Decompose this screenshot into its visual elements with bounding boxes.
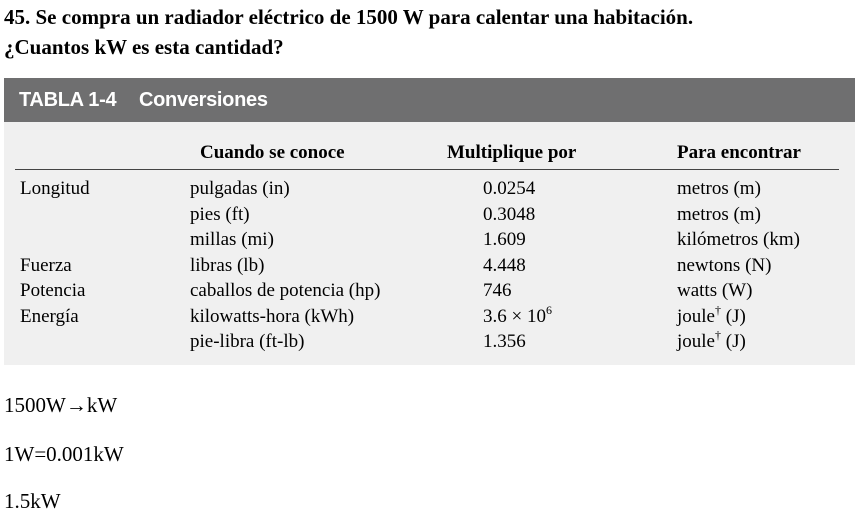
answer-result: 1.5kW bbox=[4, 489, 61, 513]
table-row: Longitud pulgadas (in) 0.0254 metros (m) bbox=[4, 176, 855, 202]
factor-base: 3.6 × 10 bbox=[483, 305, 546, 327]
column-header-known: Cuando se conoce bbox=[200, 142, 345, 163]
table-row: pie-libra (ft-lb) 1.356 joule† (J) bbox=[4, 329, 855, 355]
factor-exponent: 6 bbox=[545, 302, 552, 317]
row-factor: 1.609 bbox=[483, 229, 526, 250]
row-category: Longitud bbox=[20, 178, 90, 199]
row-category: Fuerza bbox=[20, 254, 72, 276]
row-factor: 3.6 × 106 bbox=[483, 304, 552, 330]
row-known-unit: pie-libra (ft-lb) bbox=[190, 331, 305, 352]
row-find-unit: newtons (N) bbox=[677, 254, 772, 276]
footnote-mark: † bbox=[715, 302, 721, 317]
column-header-factor: Multiplique por bbox=[447, 142, 577, 163]
row-find-unit: kilómetros (km) bbox=[677, 229, 800, 250]
row-find-unit: metros (m) bbox=[677, 178, 761, 199]
row-category: Energía bbox=[20, 305, 79, 327]
table-header-bar: TABLA 1-4 Conversiones bbox=[4, 78, 855, 122]
table-row: Energía kilowatts-hora (kWh) 3.6 × 106 j… bbox=[4, 304, 855, 330]
row-known-unit: pulgadas (in) bbox=[190, 178, 290, 199]
row-known-unit: caballos de potencia (hp) bbox=[190, 280, 381, 301]
row-factor: 746 bbox=[483, 280, 512, 301]
question-line-1: 45. Se compra un radiador eléctrico de 1… bbox=[4, 5, 694, 29]
row-factor: 0.0254 bbox=[483, 178, 536, 199]
footnote-mark: † bbox=[715, 328, 721, 342]
row-factor: 4.448 bbox=[483, 254, 526, 276]
header-divider bbox=[15, 169, 839, 170]
row-find-unit: joule† (J) bbox=[677, 304, 746, 330]
table-row: Fuerza libras (lb) 4.448 newtons (N) bbox=[4, 253, 855, 279]
table-number: TABLA 1-4 bbox=[19, 89, 117, 111]
answer-step-1: 1500W→kW bbox=[4, 393, 118, 417]
row-known-unit: millas (mi) bbox=[190, 229, 274, 250]
find-name: joule bbox=[677, 331, 715, 352]
row-known-unit: libras (lb) bbox=[190, 254, 265, 276]
find-symbol: (J) bbox=[721, 305, 746, 327]
row-category: Potencia bbox=[20, 280, 86, 301]
question-text: 45. Se compra un radiador eléctrico de 1… bbox=[4, 2, 854, 62]
row-known-unit: kilowatts-hora (kWh) bbox=[190, 305, 355, 327]
table-row: Potencia caballos de potencia (hp) 746 w… bbox=[4, 278, 855, 304]
table-row: pies (ft) 0.3048 metros (m) bbox=[4, 202, 855, 228]
table-title: Conversiones bbox=[139, 89, 268, 111]
row-factor: 0.3048 bbox=[483, 203, 536, 225]
table-body: Longitud pulgadas (in) 0.0254 metros (m)… bbox=[4, 176, 855, 355]
row-factor: 1.356 bbox=[483, 331, 526, 352]
row-find-unit: watts (W) bbox=[677, 280, 753, 301]
table-row: millas (mi) 1.609 kilómetros (km) bbox=[4, 227, 855, 253]
find-symbol: (J) bbox=[721, 331, 746, 352]
column-header-find: Para encontrar bbox=[677, 142, 801, 163]
find-name: joule bbox=[677, 305, 715, 327]
row-known-unit: pies (ft) bbox=[190, 203, 250, 225]
row-find-unit: joule† (J) bbox=[677, 329, 746, 355]
question-line-2: ¿Cuantos kW es esta cantidad? bbox=[4, 35, 284, 59]
row-find-unit: metros (m) bbox=[677, 203, 761, 225]
conversion-table: TABLA 1-4 Conversiones Cuando se conoce M… bbox=[4, 78, 855, 365]
answer-step-2: 1W=0.001kW bbox=[4, 442, 124, 466]
